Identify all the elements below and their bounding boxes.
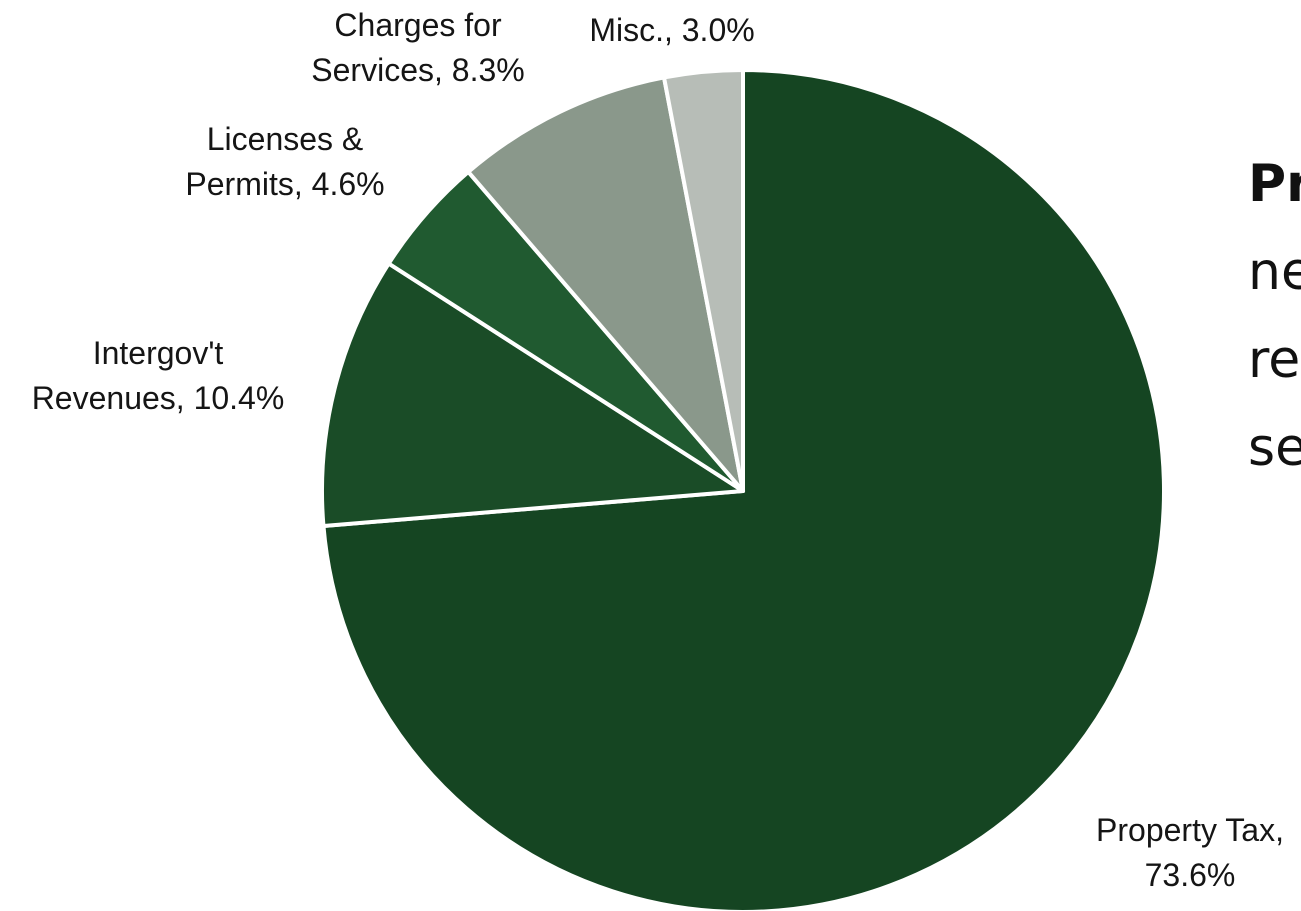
pie-label-misc: Misc., 3.0% <box>589 12 754 48</box>
side-heading-text: Pr ne re se <box>1248 140 1301 500</box>
pie-label-property-tax: Property Tax, 73.6% <box>1096 812 1284 893</box>
pie-label-line: Misc., 3.0% <box>589 12 754 48</box>
pie-slice-intergov-t-revenues <box>320 261 745 529</box>
pie-label-line: Intergov't <box>93 335 224 371</box>
side-text-line-3: re <box>1248 330 1301 390</box>
pie-label-charges-for-services: Charges for Services, 8.3% <box>311 7 524 88</box>
pie-label-intergov-t-revenues: Intergov't Revenues, 10.4% <box>32 335 285 416</box>
pie-slice-misc <box>662 68 745 493</box>
pie-labels: Property Tax, 73.6% Intergov't Revenues, 10… <box>32 7 1284 893</box>
pie-label-line: Revenues, 10.4% <box>32 380 285 416</box>
pie-label-line: Charges for <box>334 7 502 43</box>
side-text-line-1: Pr <box>1248 154 1301 214</box>
pie-label-line: Permits, 4.6% <box>185 166 384 202</box>
pie-label-licenses-permits: Licenses & Permits, 4.6% <box>185 121 384 202</box>
pie-slice-charges-for-services <box>466 75 745 493</box>
pie-label-line: Property Tax, <box>1096 812 1284 848</box>
side-text-line-2: ne <box>1248 242 1301 302</box>
pie-label-line: Licenses & <box>207 121 364 157</box>
side-text-line-4: se <box>1248 418 1301 478</box>
pie-label-line: Services, 8.3% <box>311 52 524 88</box>
pie-label-line: 73.6% <box>1145 857 1236 893</box>
pie-slices <box>320 68 1166 911</box>
